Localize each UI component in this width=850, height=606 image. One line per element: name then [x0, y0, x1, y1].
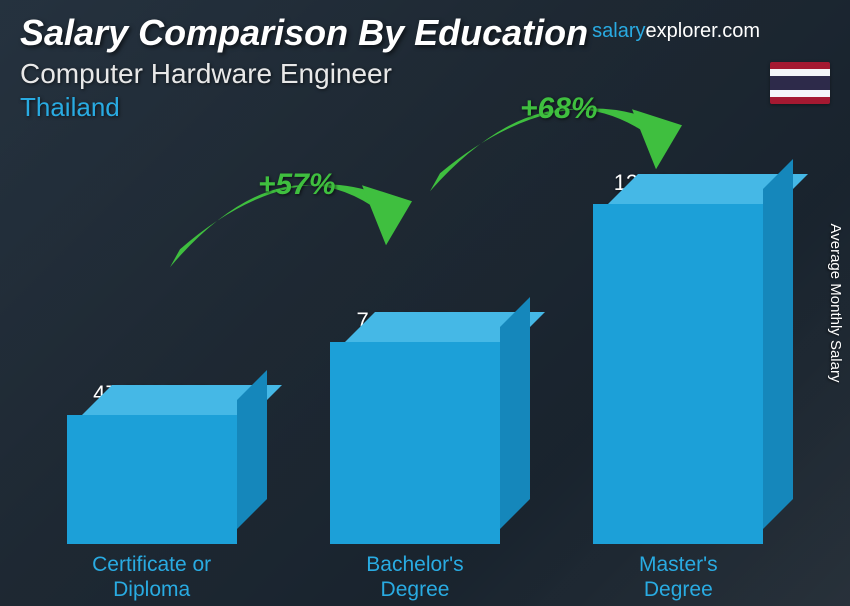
bar: [330, 342, 500, 544]
x-axis-label: Bachelor'sDegree: [283, 552, 546, 602]
bar-group: 47,700 THB: [20, 381, 283, 544]
chart-subtitle: Computer Hardware Engineer: [20, 58, 830, 90]
x-axis-label: Master'sDegree: [547, 552, 810, 602]
bar: [67, 415, 237, 544]
y-axis-label: Average Monthly Salary: [827, 224, 844, 383]
brand-suffix: explorer.com: [646, 20, 761, 42]
brand-prefix: salary: [592, 20, 645, 42]
bar-chart: 47,700 THB74,900 THB126,000 THB Certific…: [20, 136, 810, 606]
increase-percent-label: +57%: [258, 168, 336, 202]
country-label: Thailand: [20, 92, 830, 123]
country-flag-icon: [770, 62, 830, 104]
x-labels-container: Certificate orDiplomaBachelor'sDegreeMas…: [20, 552, 810, 602]
brand-label: salaryexplorer.com: [592, 20, 760, 43]
x-axis-label: Certificate orDiploma: [20, 552, 283, 602]
bar: [593, 204, 763, 544]
bars-container: 47,700 THB74,900 THB126,000 THB: [20, 136, 810, 544]
header: Salary Comparison By Education salaryexp…: [20, 12, 830, 123]
increase-percent-label: +68%: [520, 92, 598, 126]
bar-group: 74,900 THB: [283, 308, 546, 544]
chart-title: Salary Comparison By Education: [20, 12, 588, 54]
bar-group: 126,000 THB: [547, 170, 810, 544]
